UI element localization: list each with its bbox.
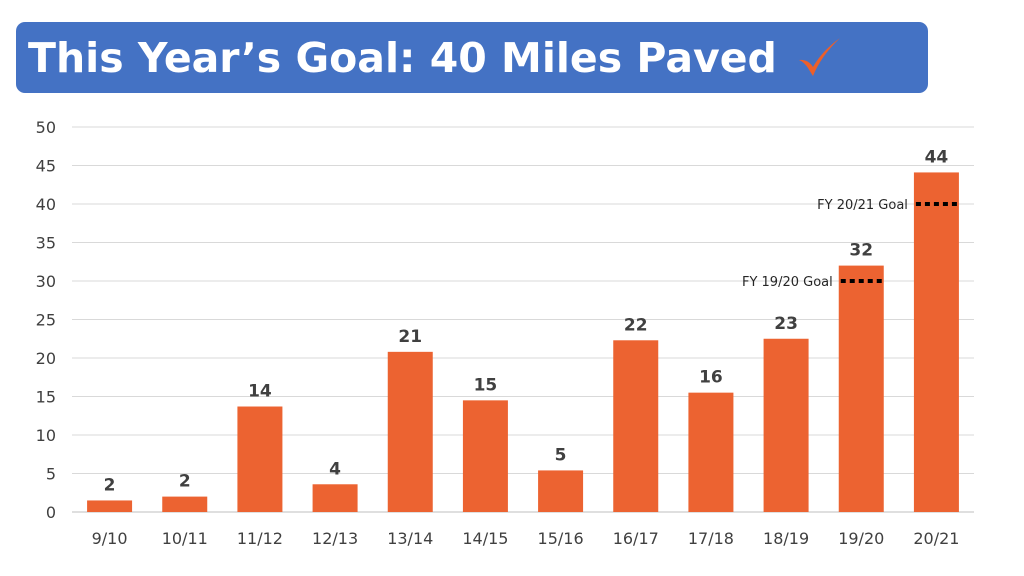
bar bbox=[913, 172, 959, 512]
x-tick-label: 18/19 bbox=[763, 529, 809, 548]
checkmark-icon bbox=[798, 37, 840, 76]
data-label: 23 bbox=[774, 314, 798, 334]
data-label: 14 bbox=[248, 382, 272, 402]
data-label: 2 bbox=[179, 472, 191, 492]
bar bbox=[237, 406, 283, 512]
goal-label: FY 20/21 Goal bbox=[817, 198, 908, 213]
data-label: 16 bbox=[699, 368, 723, 388]
y-tick-label: 30 bbox=[36, 272, 56, 291]
goal-label: FY 19/20 Goal bbox=[742, 275, 833, 290]
x-tick-label: 15/16 bbox=[538, 529, 584, 548]
data-label: 22 bbox=[624, 315, 648, 335]
bar bbox=[387, 351, 433, 512]
data-label: 4 bbox=[329, 459, 341, 479]
bar bbox=[688, 392, 734, 512]
x-tick-label: 16/17 bbox=[613, 529, 659, 548]
y-tick-label: 45 bbox=[36, 157, 56, 176]
title-banner: This Year’s Goal: 40 Miles Paved bbox=[16, 22, 928, 93]
bar bbox=[763, 338, 809, 512]
bar bbox=[538, 470, 584, 512]
data-label: 5 bbox=[555, 445, 567, 465]
bar bbox=[312, 484, 358, 512]
x-tick-label: 9/10 bbox=[92, 529, 128, 548]
y-tick-label: 50 bbox=[36, 118, 56, 137]
y-tick-label: 0 bbox=[46, 503, 56, 522]
data-label: 32 bbox=[849, 241, 873, 261]
x-tick-label: 14/15 bbox=[462, 529, 508, 548]
x-tick-label: 11/12 bbox=[237, 529, 283, 548]
x-tick-label: 10/11 bbox=[162, 529, 208, 548]
y-tick-label: 15 bbox=[36, 388, 56, 407]
y-tick-label: 40 bbox=[36, 195, 56, 214]
data-label: 15 bbox=[474, 375, 498, 395]
x-tick-label: 17/18 bbox=[688, 529, 734, 548]
x-tick-label: 20/21 bbox=[913, 529, 959, 548]
y-tick-label: 20 bbox=[36, 349, 56, 368]
data-label: 21 bbox=[398, 327, 422, 347]
x-tick-label: 12/13 bbox=[312, 529, 358, 548]
bar bbox=[87, 500, 133, 512]
y-tick-label: 25 bbox=[36, 311, 56, 330]
y-tick-label: 35 bbox=[36, 234, 56, 253]
y-tick-label: 10 bbox=[36, 426, 56, 445]
data-label: 2 bbox=[104, 475, 116, 495]
chart-title: This Year’s Goal: 40 Miles Paved bbox=[28, 33, 777, 82]
y-tick-label: 5 bbox=[46, 465, 56, 484]
bar bbox=[838, 265, 884, 512]
data-label: 44 bbox=[925, 147, 949, 167]
bar bbox=[613, 340, 659, 512]
x-tick-label: 19/20 bbox=[838, 529, 884, 548]
x-tick-label: 13/14 bbox=[387, 529, 433, 548]
bar bbox=[462, 400, 508, 512]
bar bbox=[162, 496, 208, 512]
